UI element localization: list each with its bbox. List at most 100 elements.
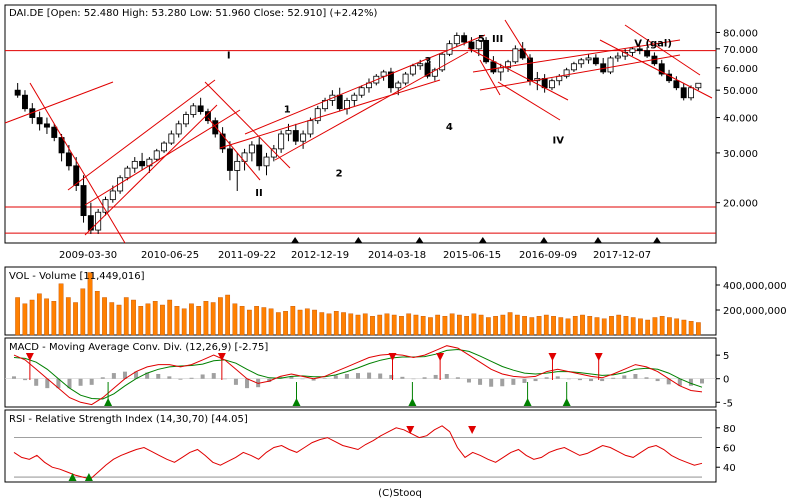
price-candle-body (66, 153, 71, 166)
price-candle-body (410, 66, 415, 74)
volume-bar (667, 318, 671, 336)
volume-bar (327, 314, 331, 335)
price-candle-body (198, 106, 203, 112)
volume-bar (414, 315, 418, 335)
macd-hist-bar (356, 373, 360, 379)
price-candle-body (674, 81, 679, 88)
volume-bar (211, 303, 215, 336)
volume-bar (44, 299, 48, 335)
price-panel-title: DAI.DE [Open: 52.480 High: 53.280 Low: 5… (9, 8, 377, 19)
macd-hist-bar (489, 379, 493, 387)
volume-bar (515, 315, 519, 335)
macd-hist-bar (190, 378, 194, 379)
macd-hist-bar (334, 375, 338, 378)
volume-bar (696, 323, 700, 336)
macd-hist-bar (445, 374, 449, 379)
volume-bar (682, 320, 686, 335)
price-candle-body (608, 58, 613, 72)
volume-bar (457, 315, 461, 335)
price-candle-body (688, 88, 693, 98)
volume-bar (522, 316, 526, 335)
volume-bar (370, 316, 374, 335)
volume-bar (81, 289, 85, 335)
volume-bar (378, 315, 382, 335)
macd-y-tick-label: -5 (723, 398, 733, 409)
macd-hist-bar (90, 379, 94, 385)
price-x-tick-label: 2015-06-15 (443, 250, 501, 261)
volume-bar (218, 298, 222, 336)
macd-hist-bar (212, 373, 216, 379)
volume-bar (392, 315, 396, 335)
price-candle-body (279, 134, 284, 149)
macd-hist-bar (611, 378, 615, 379)
volume-y-tick-label: 200,000,000 (723, 306, 787, 317)
volume-bar (175, 306, 179, 335)
macd-hist-bar (167, 376, 171, 378)
price-candle-body (301, 134, 306, 141)
volume-bar (508, 313, 512, 336)
volume-bar (407, 314, 411, 335)
macd-hist-bar (378, 374, 382, 379)
volume-bar (298, 310, 302, 335)
volume-bar (66, 298, 70, 336)
price-candle-body (681, 88, 686, 98)
volume-bar (617, 315, 621, 335)
volume-bar (653, 318, 657, 336)
price-candle-body (696, 83, 701, 87)
macd-hist-bar (656, 379, 660, 381)
volume-bar (530, 318, 534, 336)
volume-bar (464, 316, 468, 335)
volume-bar (95, 291, 99, 335)
volume-bar (262, 308, 266, 336)
wave-label: 2 (336, 168, 343, 179)
macd-hist-bar (545, 377, 549, 378)
rsi-panel-title: RSI - Relative Strength Index (14,30,70)… (9, 414, 248, 425)
volume-bar (638, 319, 642, 335)
macd-hist-bar (700, 379, 704, 384)
price-candle-body (315, 109, 320, 121)
wave-label: IV (552, 135, 564, 146)
volume-bar (573, 316, 577, 335)
volume-bar (363, 314, 367, 335)
volume-bar (204, 301, 208, 335)
price-y-tick-label: 40.000 (723, 114, 758, 125)
macd-hist-bar (79, 379, 83, 386)
volume-bar (291, 306, 295, 335)
price-candle-body (491, 62, 496, 72)
macd-hist-bar (12, 376, 16, 378)
volume-bar (160, 305, 164, 335)
price-candle-body (352, 95, 357, 100)
macd-hist-bar (23, 379, 27, 380)
volume-bar (334, 311, 338, 335)
volume-bar (544, 315, 548, 335)
macd-hist-bar (467, 379, 471, 383)
volume-bar (254, 306, 258, 335)
volume-bar (30, 300, 34, 335)
macd-hist-bar (223, 379, 227, 380)
price-candle-body (454, 36, 459, 44)
macd-hist-bar (234, 379, 238, 385)
macd-hist-bar (345, 374, 349, 379)
macd-panel-title: MACD - Moving Average Conv. Div. (12,26,… (9, 342, 268, 353)
macd-hist-bar (178, 379, 182, 380)
price-candle-body (257, 145, 262, 166)
price-y-tick-label: 30.000 (723, 149, 758, 160)
macd-hist-bar (689, 379, 693, 386)
volume-bar (189, 304, 193, 335)
price-x-tick-label: 2009-03-30 (59, 250, 117, 261)
macd-hist-bar (645, 377, 649, 378)
volume-y-tick-label: 400,000,000 (723, 281, 787, 292)
volume-bar (117, 305, 121, 335)
macd-hist-bar (600, 379, 604, 381)
price-candle-body (140, 161, 145, 165)
price-candle-body (125, 168, 130, 178)
wave-label: II (255, 188, 262, 199)
volume-bar (588, 316, 592, 335)
price-y-tick-label: 80.000 (723, 28, 758, 39)
volume-bar (283, 311, 287, 335)
rsi-y-tick-label: 80 (723, 424, 736, 435)
price-candle-body (235, 161, 240, 170)
price-candle-body (396, 83, 401, 88)
